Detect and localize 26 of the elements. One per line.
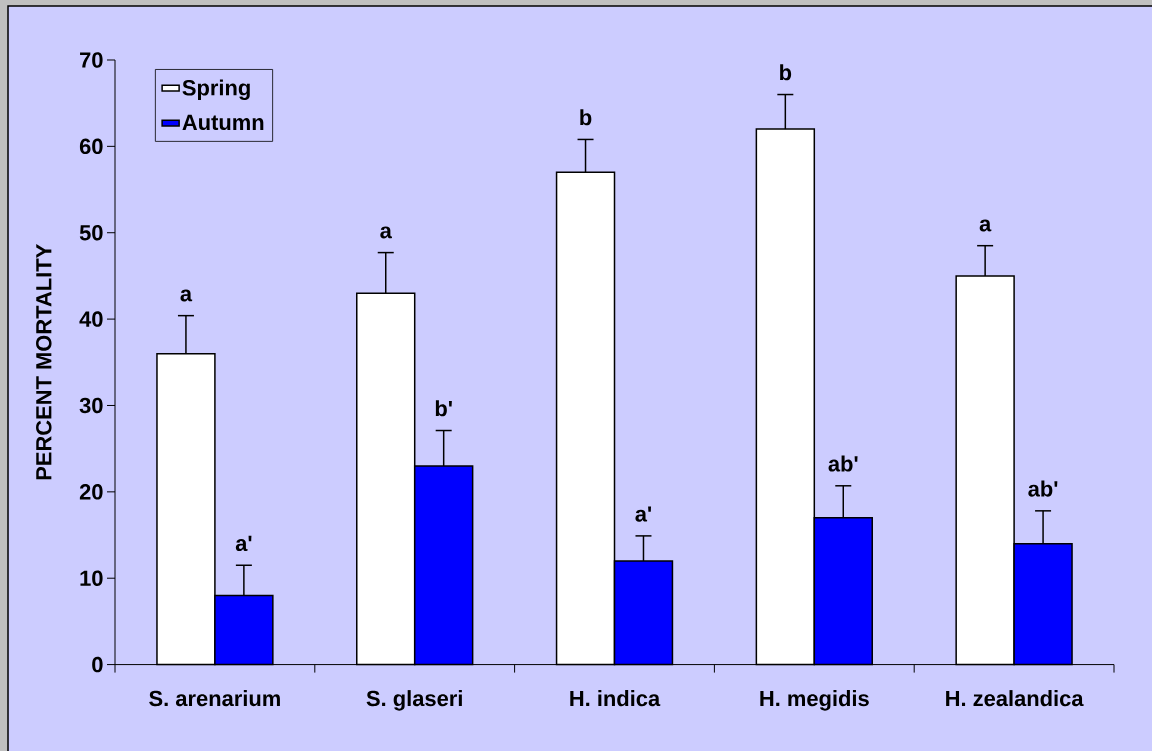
y-tick-label: 40 [79,311,103,327]
data-label: a' [635,506,652,522]
data-label: a [180,289,193,302]
y-tick-label: 0 [92,656,103,673]
y-tick-label: 30 [79,397,103,414]
x-tick-label: H. zealandica [946,690,1084,707]
legend-label: Autumn [182,114,264,131]
y-tick-label: 50 [79,224,103,241]
data-label: b' [435,400,452,417]
data-label: ab' [828,455,858,472]
y-axis-title: PERCENT MORTALITY [36,244,52,480]
data-label: ab' [1028,480,1058,497]
y-tick-label: 10 [80,570,103,586]
legend-label: Spring [182,79,250,100]
data-label: a [979,219,992,232]
data-label: b [780,64,792,81]
y-tick-label: 70 [80,52,103,68]
data-label: a [380,226,392,239]
data-label: a' [235,535,252,552]
x-tick-label: S. arenarium [149,690,280,707]
y-tick-label: 60 [79,138,103,155]
x-tick-label: H. indica [570,690,661,707]
x-tick-label: S. glaseri [366,690,462,711]
data-label: b [580,109,592,126]
y-tick-label: 20 [79,484,103,500]
x-tick-label: H. megidis [760,690,869,711]
